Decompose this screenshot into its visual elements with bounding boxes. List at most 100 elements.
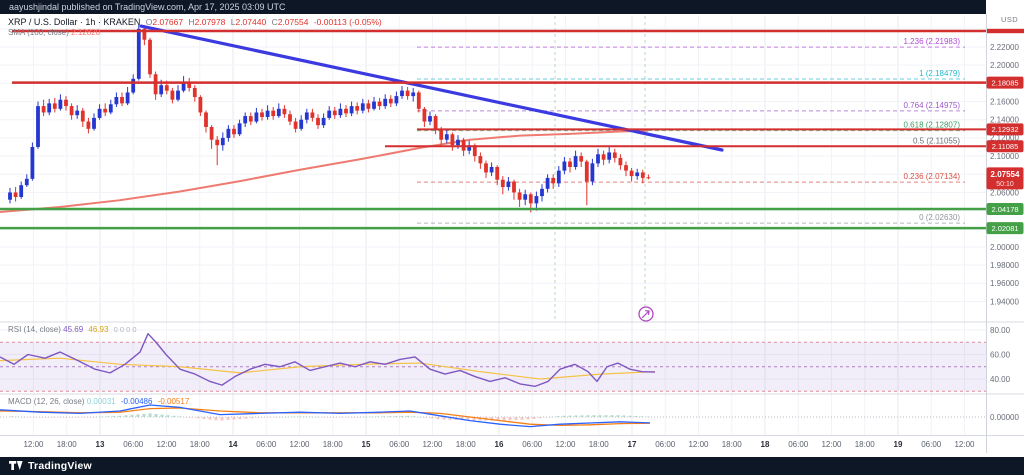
close-label: C (271, 17, 278, 27)
svg-text:0 (2.02630): 0 (2.02630) (919, 213, 960, 222)
svg-text:2.02081: 2.02081 (991, 224, 1018, 233)
svg-text:18:00: 18:00 (190, 440, 211, 449)
svg-text:2.12000: 2.12000 (990, 134, 1019, 143)
svg-text:06:00: 06:00 (123, 440, 144, 449)
time-axis[interactable]: 12:00 18:00 13 06:00 12:00 18:00 14 06:00 12:00 1… (23, 440, 975, 449)
svg-text:60.00: 60.00 (990, 350, 1011, 359)
svg-text:2.22000: 2.22000 (990, 43, 1019, 52)
price-axis[interactable]: 2.22000 2.20000 2.16000 2.14000 2.12000 2.100… (986, 43, 1024, 422)
svg-text:12:00: 12:00 (422, 440, 443, 449)
rsi-value: 45.69 (63, 325, 84, 334)
gridlines (0, 16, 986, 435)
rsi-band (0, 341, 986, 418)
rsi-plot (0, 332, 656, 388)
svg-text:1 (2.18479): 1 (2.18479) (919, 69, 960, 78)
sma-label: SMA (100, close) (8, 28, 69, 37)
pane-separators (0, 14, 1024, 453)
svg-text:12:00: 12:00 (156, 440, 177, 449)
svg-text:1.236 (2.21983): 1.236 (2.21983) (904, 37, 961, 46)
sma-legend[interactable]: SMA (100, close) 2.12820 (8, 28, 103, 37)
svg-text:18:00: 18:00 (456, 440, 477, 449)
svg-text:18:00: 18:00 (589, 440, 610, 449)
close-value: 2.07554 (277, 17, 309, 27)
svg-text:0.5 (2.11055): 0.5 (2.11055) (913, 136, 960, 145)
svg-text:16: 16 (495, 440, 504, 449)
svg-text:06:00: 06:00 (655, 440, 676, 449)
svg-text:06:00: 06:00 (256, 440, 277, 449)
svg-text:2.04178: 2.04178 (991, 205, 1018, 214)
svg-text:2.12932: 2.12932 (991, 125, 1018, 134)
candles-series (8, 24, 651, 213)
publish-info-text: aayushjindal published on TradingView.co… (9, 2, 286, 12)
open-label: O (145, 17, 153, 27)
tradingview-brand-text: TradingView (28, 460, 92, 472)
high-value: 2.07978 (194, 17, 226, 27)
svg-text:18:00: 18:00 (57, 440, 78, 449)
footer-bar[interactable]: TradingView (0, 457, 1024, 475)
change-value: -0.00113 (-0.05%) (313, 17, 382, 27)
rsi-label: RSI (14, close) (8, 325, 61, 334)
price-axis-currency: USD (1001, 15, 1019, 24)
last-price-badge (986, 167, 1024, 190)
svg-text:12:00: 12:00 (954, 440, 975, 449)
svg-text:1.98000: 1.98000 (990, 261, 1019, 270)
macd-value: -0.00486 (120, 397, 153, 406)
rsi-ma-value: 46.93 (88, 325, 109, 334)
svg-text:2.00000: 2.00000 (990, 243, 1019, 252)
svg-text:18: 18 (761, 440, 770, 449)
rsi-extra-values: 0 0 0 0 (113, 325, 137, 334)
open-value: 2.07667 (152, 17, 184, 27)
svg-text:0.00000: 0.00000 (990, 413, 1019, 422)
svg-text:2.20000: 2.20000 (990, 61, 1019, 70)
svg-text:12:00: 12:00 (23, 440, 44, 449)
svg-text:1.94000: 1.94000 (990, 297, 1019, 306)
sma-value: 2.12820 (71, 28, 101, 37)
svg-text:06:00: 06:00 (921, 440, 942, 449)
svg-text:0.764 (2.14975): 0.764 (2.14975) (904, 101, 961, 110)
svg-text:2.16000: 2.16000 (990, 97, 1019, 106)
high-label: H (188, 17, 195, 27)
svg-text:50:10: 50:10 (996, 181, 1014, 188)
svg-text:12:00: 12:00 (289, 440, 310, 449)
rsi-legend[interactable]: RSI (14, close) 45.69 46.93 0 0 0 0 (8, 325, 140, 334)
symbol-title: XRP / U.S. Dollar · 1h · KRAKEN (8, 17, 141, 27)
svg-text:06:00: 06:00 (788, 440, 809, 449)
svg-text:40.00: 40.00 (990, 375, 1011, 384)
svg-text:19: 19 (894, 440, 903, 449)
macd-hist-value: 0.00031 (86, 397, 116, 406)
svg-text:13: 13 (96, 440, 105, 449)
svg-text:2.11085: 2.11085 (992, 142, 1019, 151)
low-label: L (230, 17, 236, 27)
svg-text:06:00: 06:00 (389, 440, 410, 449)
svg-text:2.14000: 2.14000 (990, 116, 1019, 125)
macd-legend[interactable]: MACD (12, 26, close) 0.00031 -0.00486 -0… (8, 397, 192, 406)
svg-text:18:00: 18:00 (722, 440, 743, 449)
sma-line (0, 129, 649, 213)
svg-text:17: 17 (628, 440, 637, 449)
low-value: 2.07440 (235, 17, 267, 27)
svg-text:12:00: 12:00 (821, 440, 842, 449)
macd-plot (0, 404, 651, 428)
svg-text:18:00: 18:00 (323, 440, 344, 449)
svg-text:06:00: 06:00 (522, 440, 543, 449)
session-break-lines (554, 16, 646, 320)
svg-text:12:00: 12:00 (555, 440, 576, 449)
symbol-legend[interactable]: XRP / U.S. Dollar · 1h · KRAKEN O2.07667… (8, 17, 385, 27)
svg-text:2.07554: 2.07554 (991, 170, 1020, 179)
svg-text:15: 15 (362, 440, 371, 449)
svg-text:2.18085: 2.18085 (991, 78, 1018, 87)
svg-text:14: 14 (229, 440, 238, 449)
svg-text:18:00: 18:00 (855, 440, 876, 449)
svg-text:12:00: 12:00 (688, 440, 709, 449)
svg-text:1.96000: 1.96000 (990, 279, 1019, 288)
svg-text:0.618 (2.12807): 0.618 (2.12807) (904, 121, 961, 130)
horizontal-lines[interactable] (0, 28, 1024, 230)
tradingview-logo-icon (9, 460, 23, 470)
macd-label: MACD (12, 26, close) (8, 397, 85, 406)
drawing-tool-cursor-icon (638, 306, 654, 322)
svg-text:0.236 (2.07134): 0.236 (2.07134) (904, 172, 961, 181)
svg-text:2.06000: 2.06000 (990, 188, 1019, 197)
svg-text:2.10000: 2.10000 (990, 152, 1019, 161)
